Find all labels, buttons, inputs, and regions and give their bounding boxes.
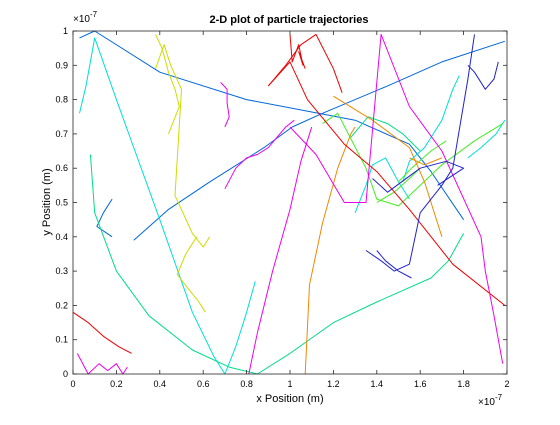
trajectory-line bbox=[220, 82, 230, 128]
x-exponent-label: ×10-7 bbox=[478, 393, 503, 408]
trajectory-line bbox=[248, 126, 313, 375]
trajectory-line bbox=[176, 236, 206, 313]
x-tick-label: 1.2 bbox=[327, 379, 340, 389]
trajectory-line bbox=[72, 311, 132, 354]
y-tick-label: 0.5 bbox=[55, 198, 68, 208]
y-tick-label: 0.4 bbox=[55, 232, 68, 242]
trajectory-line bbox=[354, 157, 410, 213]
trajectory-line bbox=[79, 37, 226, 375]
trajectory-line bbox=[304, 126, 356, 375]
trajectory-line bbox=[133, 40, 505, 241]
x-tick-label: 0.4 bbox=[154, 379, 167, 389]
x-tick-label: 1.6 bbox=[414, 379, 427, 389]
x-tick-label: 1.4 bbox=[371, 379, 384, 389]
y-tick-label: 0.2 bbox=[55, 300, 68, 310]
trajectory-line bbox=[333, 95, 443, 237]
x-tick-label: 2 bbox=[504, 379, 509, 389]
x-exponent-base: ×10 bbox=[478, 397, 495, 408]
trajectory-line bbox=[409, 157, 443, 166]
x-tick-label: 0.2 bbox=[110, 379, 123, 389]
trajectory-line bbox=[350, 116, 421, 152]
trajectory-line bbox=[289, 33, 482, 238]
y-exponent-base: ×10 bbox=[73, 14, 90, 25]
y-tick-label: 0.3 bbox=[55, 266, 68, 276]
y-tick-label: 0.1 bbox=[55, 335, 68, 345]
trajectory-line bbox=[155, 34, 180, 135]
trajectory-line bbox=[467, 119, 506, 159]
x-tick-label: 0.6 bbox=[197, 379, 210, 389]
trajectory-line bbox=[467, 61, 499, 90]
trajectory-line bbox=[289, 34, 306, 69]
y-tick-label: 0.9 bbox=[55, 60, 68, 70]
trajectory-line bbox=[96, 198, 113, 238]
trajectory-line bbox=[267, 33, 343, 93]
x-axis-label: x Position (m) bbox=[256, 393, 323, 405]
trajectory-line bbox=[402, 75, 460, 183]
trajectory-line bbox=[224, 281, 256, 375]
trajectory-line bbox=[365, 34, 475, 272]
y-axis-label: y Position (m) bbox=[41, 168, 53, 235]
y-exponent-label: ×10-7 bbox=[73, 10, 98, 25]
trajectory-line bbox=[376, 167, 421, 203]
y-axis: 0 0.1 0.2 0.3 0.4 0.5 0.6 0.7 0.8 0.9 1 bbox=[55, 26, 507, 379]
trajectory-line bbox=[322, 112, 503, 207]
y-tick-label: 0.6 bbox=[55, 163, 68, 173]
trajectory-line bbox=[480, 236, 504, 364]
x-tick-label: 0 bbox=[70, 379, 75, 389]
trajectory-line bbox=[267, 61, 506, 306]
y-tick-label: 1 bbox=[63, 26, 68, 36]
y-tick-label: 0.8 bbox=[55, 95, 68, 105]
series-layer bbox=[72, 30, 506, 375]
trajectory-line bbox=[79, 30, 465, 220]
x-axis: 0 0.2 0.4 0.6 0.8 1 1.2 1.4 1.6 1.8 2 bbox=[70, 31, 510, 389]
trajectory-line bbox=[376, 250, 412, 279]
x-tick-label: 1 bbox=[287, 379, 292, 389]
trajectory-line bbox=[372, 160, 465, 193]
x-exponent-power: -7 bbox=[495, 393, 503, 402]
x-tick-label: 0.8 bbox=[240, 379, 253, 389]
trajectory-line bbox=[89, 154, 258, 375]
trajectory-line bbox=[224, 119, 295, 190]
y-tick-label: 0.7 bbox=[55, 129, 68, 139]
x-tick-label: 1.8 bbox=[457, 379, 470, 389]
y-exponent-power: -7 bbox=[90, 10, 98, 19]
trajectory-line bbox=[155, 44, 211, 248]
trajectory-line bbox=[257, 233, 465, 375]
y-tick-label: 0 bbox=[63, 369, 68, 379]
chart-title: 2-D plot of particle trajectories bbox=[210, 14, 369, 26]
